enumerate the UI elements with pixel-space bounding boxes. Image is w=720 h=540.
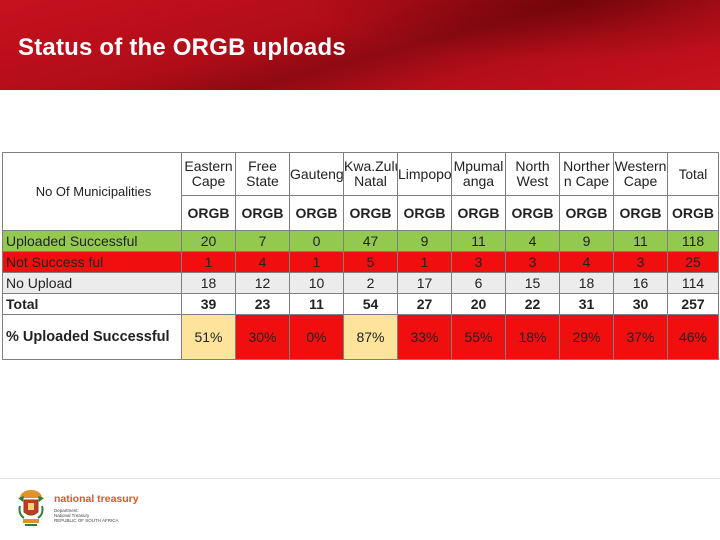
province-header: Norther n Cape bbox=[559, 152, 614, 196]
table-cell: 4 bbox=[235, 251, 290, 273]
header-decoration bbox=[300, 0, 720, 60]
table-cell: 23 bbox=[235, 293, 290, 315]
table-cell: 18 bbox=[181, 272, 236, 294]
slide-title: Status of the ORGB uploads bbox=[18, 34, 346, 61]
province-header: Gauteng bbox=[289, 152, 344, 196]
table-cell: 7 bbox=[235, 230, 290, 252]
table-cell: 11 bbox=[451, 230, 506, 252]
table-cell: 6 bbox=[451, 272, 506, 294]
row-label: No Upload bbox=[2, 272, 182, 294]
table-row-total: Total 39 23 11 54 27 20 22 31 30 257 bbox=[2, 293, 719, 315]
table-cell: 31 bbox=[559, 293, 614, 315]
table-cell: 5 bbox=[343, 251, 398, 273]
table-subheader-row: ORGB ORGB ORGB ORGB ORGB ORGB ORGB ORGB … bbox=[3, 195, 719, 231]
row-label: Uploaded Successful bbox=[2, 230, 182, 252]
percent-cell: 51% bbox=[181, 314, 236, 360]
table-cell: 25 bbox=[667, 251, 719, 273]
table-cell: 4 bbox=[505, 230, 560, 252]
coat-of-arms-icon bbox=[18, 490, 44, 526]
table-cell: 3 bbox=[451, 251, 506, 273]
row-label: % Uploaded Successful bbox=[2, 314, 182, 360]
province-header: Total bbox=[667, 152, 719, 196]
percent-cell: 29% bbox=[559, 314, 614, 360]
province-header: Mpumal anga bbox=[451, 152, 506, 196]
logo-sub-text: Department: bbox=[54, 508, 79, 513]
logo-sub-text: REPUBLIC OF SOUTH AFRICA bbox=[54, 518, 119, 523]
table-row-not-successful: Not Success ful 1 4 1 5 1 3 3 4 3 25 bbox=[2, 251, 719, 273]
table-cell: 9 bbox=[559, 230, 614, 252]
province-header: Limpopo bbox=[397, 152, 452, 196]
percent-cell: 33% bbox=[397, 314, 452, 360]
national-treasury-logo: national treasury Department: National T… bbox=[14, 488, 194, 530]
percent-cell: 55% bbox=[451, 314, 506, 360]
percent-cell: 87% bbox=[343, 314, 398, 360]
table-cell: 10 bbox=[289, 272, 344, 294]
row-label: Not Success ful bbox=[2, 251, 182, 273]
orgb-subheader: ORGB bbox=[559, 195, 614, 231]
table-cell: 9 bbox=[397, 230, 452, 252]
table-cell: 15 bbox=[505, 272, 560, 294]
province-header: Kwa.Zulu-Natal bbox=[343, 152, 398, 196]
table-cell: 12 bbox=[235, 272, 290, 294]
table-cell: 27 bbox=[397, 293, 452, 315]
table-cell: 1 bbox=[289, 251, 344, 273]
row-header-label: No Of Municipalities bbox=[2, 152, 182, 231]
table-cell: 30 bbox=[613, 293, 668, 315]
percent-cell: 46% bbox=[667, 314, 719, 360]
province-header: North West bbox=[505, 152, 560, 196]
orgb-subheader: ORGB bbox=[505, 195, 560, 231]
table-cell: 20 bbox=[451, 293, 506, 315]
table-row-percent-uploaded: % Uploaded Successful 51% 30% 0% 87% 33%… bbox=[2, 314, 719, 360]
table-cell: 4 bbox=[559, 251, 614, 273]
footer-divider bbox=[0, 478, 720, 479]
table-cell: 118 bbox=[667, 230, 719, 252]
table-cell: 20 bbox=[181, 230, 236, 252]
percent-cell: 0% bbox=[289, 314, 344, 360]
logo-sub-text: National Treasury bbox=[54, 513, 90, 518]
province-header: Eastern Cape bbox=[181, 152, 236, 196]
table-cell: 3 bbox=[613, 251, 668, 273]
table-cell: 54 bbox=[343, 293, 398, 315]
table-cell: 2 bbox=[343, 272, 398, 294]
table-cell: 257 bbox=[667, 293, 719, 315]
row-label: Total bbox=[2, 293, 182, 315]
percent-cell: 18% bbox=[505, 314, 560, 360]
table-cell: 47 bbox=[343, 230, 398, 252]
orgb-subheader: ORGB bbox=[235, 195, 290, 231]
table-cell: 114 bbox=[667, 272, 719, 294]
orgb-subheader: ORGB bbox=[343, 195, 398, 231]
province-header: Free State bbox=[235, 152, 290, 196]
orgb-subheader: ORGB bbox=[181, 195, 236, 231]
table-cell: 1 bbox=[181, 251, 236, 273]
table-header-row: No Of Municipalities Eastern Cape Free Sta… bbox=[2, 152, 719, 231]
orgb-subheader: ORGB bbox=[289, 195, 344, 231]
slide-header: Status of the ORGB uploads bbox=[0, 0, 720, 90]
percent-cell: 30% bbox=[235, 314, 290, 360]
table-cell: 17 bbox=[397, 272, 452, 294]
table-cell: 39 bbox=[181, 293, 236, 315]
table-cell: 1 bbox=[397, 251, 452, 273]
orgb-subheader: ORGB bbox=[613, 195, 668, 231]
orgb-subheader: ORGB bbox=[667, 195, 719, 231]
orgb-status-table: No Of Municipalities Eastern Cape Free Sta… bbox=[2, 152, 719, 360]
table-cell: 0 bbox=[289, 230, 344, 252]
table-cell: 22 bbox=[505, 293, 560, 315]
orgb-subheader: ORGB bbox=[397, 195, 452, 231]
table-cell: 18 bbox=[559, 272, 614, 294]
percent-cell: 37% bbox=[613, 314, 668, 360]
table-cell: 16 bbox=[613, 272, 668, 294]
table-cell: 3 bbox=[505, 251, 560, 273]
logo-brand-text: national treasury bbox=[54, 493, 139, 505]
table-row-no-upload: No Upload 18 12 10 2 17 6 15 18 16 114 bbox=[2, 272, 719, 294]
orgb-subheader: ORGB bbox=[451, 195, 506, 231]
table-row-uploaded-successful: Uploaded Successful 20 7 0 47 9 11 4 9 1… bbox=[2, 230, 719, 252]
table-cell: 11 bbox=[613, 230, 668, 252]
province-header: Western Cape bbox=[613, 152, 668, 196]
table-cell: 11 bbox=[289, 293, 344, 315]
